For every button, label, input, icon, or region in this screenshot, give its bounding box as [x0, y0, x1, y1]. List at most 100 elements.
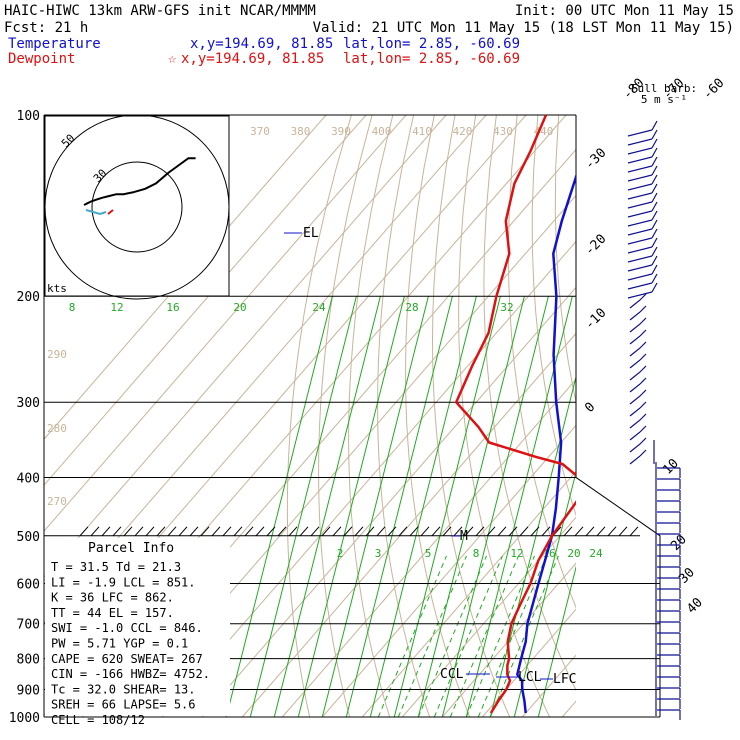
hatch-mark	[409, 526, 419, 537]
hodograph-storm-motion	[107, 209, 114, 215]
wind-barb	[629, 419, 641, 429]
wind-barb-flag	[651, 273, 658, 284]
pressure-tick-label: 400	[17, 471, 40, 486]
wind-barb	[627, 183, 653, 191]
mixing-ratio-labels: 8 12 16 20 24 28 322 3 5 8 12 16 20 24	[69, 301, 603, 560]
hatch-mark	[299, 526, 309, 537]
mixing-ratio-label: 12	[510, 547, 523, 560]
hatch-mark	[321, 526, 331, 537]
isotherm-label: 10	[660, 456, 682, 478]
hatch-mark	[112, 526, 122, 537]
isotherm-label: -60	[700, 76, 727, 103]
wind-barb-flag	[639, 425, 647, 433]
temperature-location: x,y=194.69, 81.85	[190, 36, 333, 52]
hatch-mark	[585, 526, 595, 537]
parcel-info-title: Parcel Info	[88, 541, 174, 556]
pressure-tick-label: 200	[17, 290, 40, 305]
plot-right-axis-lower	[575, 477, 661, 717]
hodograph-trace	[83, 157, 196, 206]
dry-adiabat	[348, 115, 394, 717]
mixing-ratio-label: 5	[425, 547, 432, 560]
hatch-mark	[79, 526, 89, 537]
parcel-info-row: CAPE = 620 SWEAT= 267	[51, 652, 203, 666]
pressure-tick-label: 700	[17, 618, 40, 633]
annotation-lcl: LCL	[518, 670, 542, 685]
mixing-ratio-label: 32	[500, 301, 513, 314]
wind-barb-flag	[651, 129, 658, 140]
dry-adiabat	[318, 115, 373, 717]
wind-barb-flag	[651, 255, 658, 266]
hatch-mark	[222, 526, 232, 537]
isotherm-label: 0	[582, 400, 598, 416]
wind-barb	[627, 138, 653, 146]
isotherm-line	[642, 115, 740, 717]
parcel-info-row: K = 36 LFC = 862.	[51, 591, 174, 605]
header-init: Init: 00 UTC Mon 11 May 15	[515, 3, 734, 19]
mixing-ratio-label: 8	[473, 547, 480, 560]
hatch-mark	[354, 526, 364, 537]
mixing-ratio-line	[465, 555, 535, 717]
wind-barb-flag	[651, 147, 658, 158]
hatch-mark	[464, 526, 474, 537]
hatch-mark	[431, 526, 441, 537]
parcel-info-panel	[45, 538, 230, 716]
wind-barb	[627, 210, 653, 218]
theta-label: 290	[47, 348, 67, 361]
barb-legend-units: 5 m s⁻¹	[641, 93, 687, 106]
hatch-mark	[475, 526, 485, 537]
moist-adiabat	[489, 375, 576, 717]
theta-label: 370	[250, 125, 270, 138]
mixing-ratio-line	[449, 555, 519, 717]
pressure-tick-label: 1000	[9, 711, 40, 726]
wind-barb-flag	[639, 377, 647, 385]
wind-barb-flag	[651, 174, 658, 185]
dry-adiabat	[578, 115, 740, 717]
legend-temperature: Temperature	[8, 36, 101, 52]
moist-adiabat	[297, 296, 405, 717]
dry-adiabat	[600, 115, 740, 717]
isotherm-line	[321, 424, 576, 717]
isotherm-line	[44, 115, 447, 578]
hatch-mark	[343, 526, 353, 537]
isotherm-line	[44, 115, 327, 440]
hatch-mark	[519, 526, 529, 537]
theta-label: 280	[47, 422, 67, 435]
wind-barb	[627, 174, 653, 182]
mixing-ratio-label: 24	[312, 301, 326, 314]
hatch-mark	[563, 526, 573, 537]
hatch-mark	[123, 526, 133, 537]
moist-adiabat	[369, 296, 477, 717]
theta-label: 400	[372, 125, 392, 138]
hatch-mark	[145, 526, 155, 537]
mixing-ratio-label: 20	[567, 547, 580, 560]
moist-adiabat	[273, 296, 381, 717]
mixing-ratio-label: 12	[110, 301, 123, 314]
hodograph-units: kts	[47, 282, 67, 295]
wind-barb	[627, 192, 653, 200]
annotation-m: M	[460, 529, 468, 544]
isotherm-line	[44, 115, 407, 532]
dry-adiabat	[683, 115, 740, 717]
isotherm-label: -20	[582, 232, 609, 259]
moist-adiabat	[441, 296, 549, 717]
wind-barb	[629, 299, 641, 309]
isotherm-line	[281, 378, 576, 717]
dry-adiabat	[483, 115, 576, 692]
dewpoint-marker: ☆	[168, 51, 177, 67]
hatch-mark	[332, 526, 342, 537]
moist-adiabat	[417, 296, 525, 717]
wind-barb-flag	[651, 228, 658, 239]
wind-barb	[629, 455, 641, 465]
moist-adiabat	[345, 296, 453, 717]
pressure-tick-label: 900	[17, 683, 40, 698]
wind-barb	[629, 347, 641, 357]
pressure-tick-label: 300	[17, 396, 40, 411]
mixing-ratio-lines	[225, 296, 576, 717]
parcel-info-row: CIN = -166 HWBZ= 4752.	[51, 667, 210, 681]
hatch-mark	[607, 526, 617, 537]
hatch-mark	[574, 526, 584, 537]
isotherm-label: 40	[684, 595, 706, 617]
wind-barb-flag	[639, 353, 647, 361]
wind-barb	[627, 228, 653, 236]
mixing-ratio-label: 20	[233, 301, 246, 314]
